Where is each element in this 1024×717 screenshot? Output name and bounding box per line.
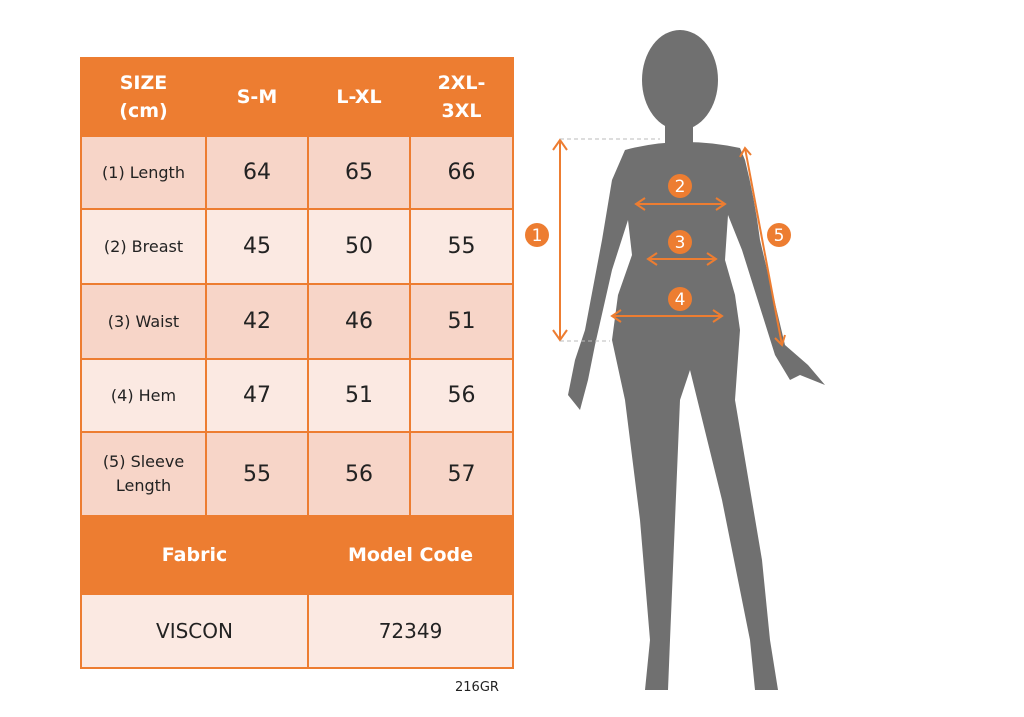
measurement-marker: [525, 223, 549, 247]
measurement-marker: [767, 223, 791, 247]
size-value: 50: [345, 234, 373, 259]
row-label-cell: (1) Length: [82, 137, 205, 208]
size-value: 56: [345, 461, 373, 487]
header-cell: SIZE (cm): [82, 58, 205, 135]
size-value-cell: 65: [309, 137, 409, 208]
row-label: (2) Breast: [103, 236, 184, 256]
size-value-cell: 47: [207, 360, 307, 431]
female-silhouette: [568, 30, 825, 690]
row-label: (4) Hem: [110, 385, 177, 405]
guide-lines: [560, 138, 660, 342]
product-code: 216GR: [455, 680, 499, 695]
header-label: SIZE (cm): [119, 71, 168, 122]
size-value: 51: [345, 383, 373, 408]
size-value-cell: 51: [411, 285, 512, 358]
measurement-marker-number: 2: [675, 177, 686, 197]
row-label: (5) Sleeve Length: [102, 452, 185, 495]
measurement-marker-number: 4: [675, 290, 686, 310]
size-value-cell: 46: [309, 285, 409, 358]
model-code-header: Model Code: [347, 544, 474, 566]
measurement-marker-number: 1: [532, 226, 543, 246]
size-value: 57: [447, 461, 476, 487]
size-value: 42: [243, 309, 271, 334]
measurement-marker-number: 5: [774, 226, 785, 246]
row-label: (3) Waist: [107, 311, 180, 331]
size-value: 64: [243, 160, 271, 185]
size-value-cell: 45: [207, 210, 307, 283]
header-cell: S-M: [207, 58, 307, 135]
measurement-marker: [668, 230, 692, 254]
size-value: 65: [345, 160, 373, 185]
measurement-arrows: [552, 138, 786, 347]
size-value-cell: 57: [411, 433, 512, 515]
size-value: 55: [447, 234, 476, 259]
size-value: 55: [243, 461, 271, 487]
row-label: (1) Length: [102, 162, 185, 182]
measurement-marker: [668, 174, 692, 198]
header-label: S-M: [236, 85, 278, 108]
size-value-cell: 55: [411, 210, 512, 283]
size-value: 46: [345, 309, 373, 334]
size-value-cell: 66: [411, 137, 512, 208]
size-value-cell: 50: [309, 210, 409, 283]
size-value-cell: 51: [309, 360, 409, 431]
size-value-cell: 56: [411, 360, 512, 431]
header-label: 2XL-3XL: [437, 71, 486, 122]
size-value: 51: [447, 309, 476, 334]
size-value-cell: 64: [207, 137, 307, 208]
size-value-cell: 56: [309, 433, 409, 515]
row-label-cell: (4) Hem: [82, 360, 205, 431]
fabric-header: Fabric: [161, 544, 228, 566]
fabric-value: VISCON: [82, 595, 307, 667]
row-label-cell: (2) Breast: [82, 210, 205, 283]
measurement-marker: [668, 287, 692, 311]
size-value-cell: 55: [207, 433, 307, 515]
size-value: 56: [447, 383, 476, 408]
header-cell: L-XL: [309, 58, 409, 135]
size-value: 45: [243, 234, 271, 259]
row-label-cell: (5) Sleeve Length: [82, 433, 205, 515]
row-label-cell: (3) Waist: [82, 285, 205, 358]
measurement-marker-number: 3: [675, 233, 686, 253]
size-value: 47: [243, 383, 271, 408]
size-value-cell: 42: [207, 285, 307, 358]
header-label: L-XL: [336, 85, 382, 108]
header-cell: 2XL-3XL: [411, 58, 512, 135]
size-value: 66: [447, 160, 476, 185]
model-code-value: 72349: [309, 595, 512, 667]
